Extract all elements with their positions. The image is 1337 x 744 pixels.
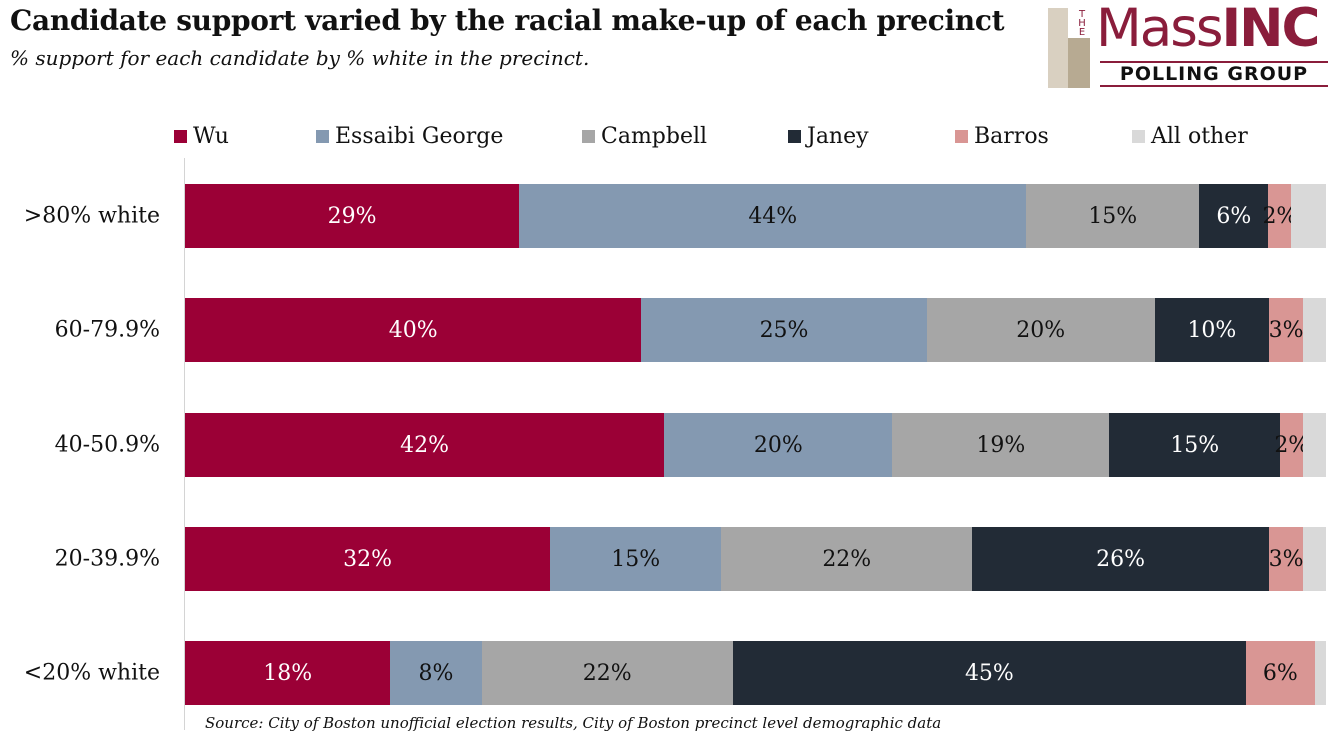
legend-label: Wu	[193, 124, 229, 149]
bar-segment-barros: 6%	[1246, 641, 1315, 705]
legend-label: Barros	[974, 124, 1049, 149]
category-label: <20% white	[23, 660, 160, 686]
bar-segment-wu: 18%	[185, 641, 391, 705]
logo-inc-text: INC	[1221, 0, 1320, 59]
data-label: 19%	[976, 432, 1026, 458]
bar-segment-essaibi-george: 8%	[390, 641, 482, 705]
data-label: 25%	[759, 317, 809, 343]
data-label: 29%	[327, 203, 377, 229]
logo-blocks-icon	[1048, 8, 1092, 88]
logo-mass-text: Mass	[1096, 0, 1223, 59]
bar-segment-janey: 15%	[1109, 413, 1281, 477]
chart-subtitle: % support for each candidate by % white …	[10, 46, 590, 70]
bar-segment-wu: 32%	[185, 527, 551, 591]
bar-segment-essaibi-george: 15%	[550, 527, 722, 591]
data-label: 6%	[1216, 203, 1252, 229]
chart-title: Candidate support varied by the racial m…	[10, 4, 1005, 37]
bar-segment-barros: 2%	[1262, 184, 1297, 248]
massinc-logo: THE MassINC POLLING GROUP	[1048, 0, 1330, 90]
legend-item-essaibi-george: Essaibi George	[316, 124, 503, 149]
data-label: 3%	[1268, 546, 1304, 572]
logo-wordmark: MassINC	[1096, 0, 1320, 59]
bar-segment-wu: 40%	[185, 298, 642, 362]
legend-item-wu: Wu	[174, 124, 229, 149]
logo-the-text: THE	[1078, 9, 1086, 38]
category-label: 60-79.9%	[54, 317, 160, 343]
data-label: 8%	[418, 660, 454, 686]
bar-segment-wu: 29%	[185, 184, 520, 248]
bar-segment-campbell: 22%	[481, 641, 733, 705]
data-label: 45%	[964, 660, 1014, 686]
legend-swatch	[582, 130, 595, 143]
bar-segment-janey: 45%	[732, 641, 1247, 705]
data-label: 20%	[753, 432, 803, 458]
legend-swatch	[955, 130, 968, 143]
legend-label: Janey	[807, 124, 869, 149]
legend-label: All other	[1151, 124, 1248, 149]
bar-segment-barros: 3%	[1268, 298, 1304, 362]
data-label: 20%	[1016, 317, 1066, 343]
legend-swatch	[174, 130, 187, 143]
bar-segment-campbell: 22%	[721, 527, 973, 591]
category-label: 20-39.9%	[54, 546, 160, 572]
legend-item-all-other: All other	[1132, 124, 1248, 149]
category-label: >80% white	[23, 203, 160, 229]
legend-swatch	[1132, 130, 1145, 143]
bar-segment-essaibi-george: 25%	[641, 298, 927, 362]
data-label: 3%	[1268, 317, 1304, 343]
legend-item-barros: Barros	[955, 124, 1049, 149]
legend-swatch	[788, 130, 801, 143]
data-label: 10%	[1187, 317, 1237, 343]
data-label: 40%	[388, 317, 438, 343]
data-label: 15%	[1088, 203, 1138, 229]
bar-segment-barros: 3%	[1268, 527, 1304, 591]
data-label: 6%	[1262, 660, 1298, 686]
bar-segment-all-other	[1303, 413, 1326, 477]
bar-segment-all-other	[1303, 298, 1326, 362]
bar-segment-all-other	[1291, 184, 1326, 248]
data-label: 44%	[748, 203, 798, 229]
bar-segment-barros: 2%	[1274, 413, 1309, 477]
legend-label: Essaibi George	[335, 124, 504, 149]
legend-item-janey: Janey	[788, 124, 869, 149]
bar-segment-all-other	[1314, 641, 1326, 705]
category-axis-line	[184, 158, 185, 730]
legend-swatch	[316, 130, 329, 143]
data-label: 22%	[582, 660, 632, 686]
bar-segment-janey: 26%	[972, 527, 1269, 591]
bar-segment-all-other	[1303, 527, 1326, 591]
source-note: Source: City of Boston unofficial electi…	[205, 714, 942, 732]
data-label: 15%	[1170, 432, 1220, 458]
data-label: 42%	[400, 432, 450, 458]
data-label: 18%	[263, 660, 313, 686]
bar-segment-janey: 10%	[1154, 298, 1269, 362]
data-label: 32%	[343, 546, 392, 572]
bar-segment-janey: 6%	[1199, 184, 1269, 248]
data-label: 22%	[822, 546, 872, 572]
category-label: 40-50.9%	[54, 432, 160, 458]
chart-legend: Wu Essaibi George Campbell Janey Barros All o…	[0, 124, 1337, 154]
bar-segment-campbell: 19%	[892, 413, 1110, 477]
bar-segment-essaibi-george: 44%	[519, 184, 1027, 248]
legend-label: Campbell	[601, 124, 708, 149]
data-label: 26%	[1096, 546, 1146, 572]
bar-segment-campbell: 20%	[926, 298, 1155, 362]
data-label: 15%	[611, 546, 661, 572]
logo-polling-group-text: POLLING GROUP	[1100, 61, 1328, 87]
bar-segment-campbell: 15%	[1026, 184, 1200, 248]
bar-segment-essaibi-george: 20%	[664, 413, 893, 477]
legend-item-campbell: Campbell	[582, 124, 707, 149]
bar-segment-wu: 42%	[185, 413, 665, 477]
